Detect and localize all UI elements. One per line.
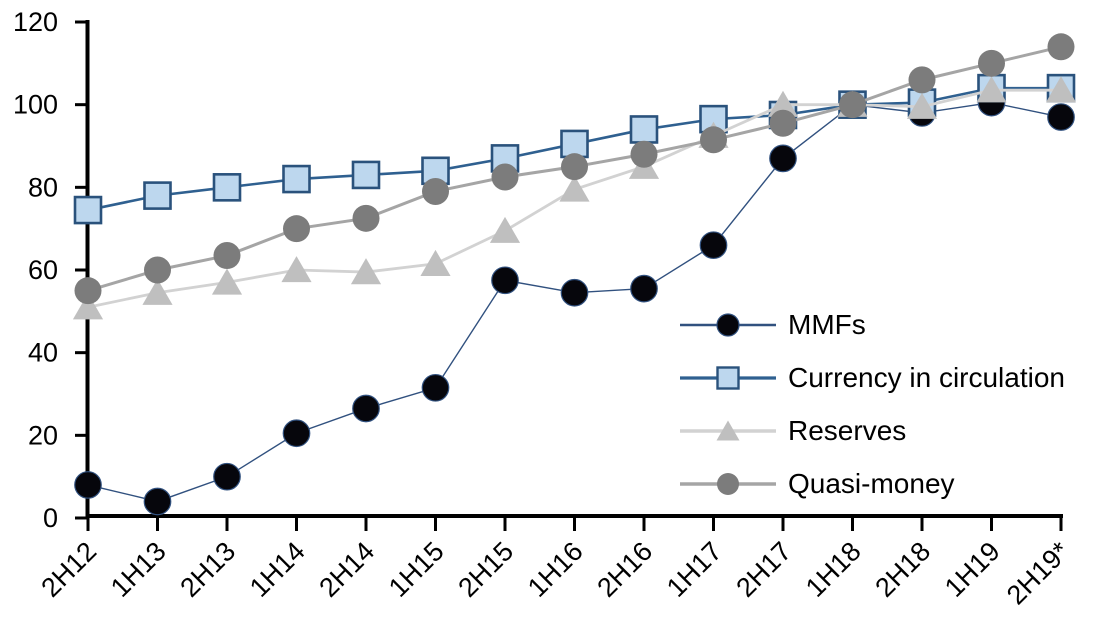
svg-text:2H12: 2H12 [35, 536, 102, 603]
svg-text:0: 0 [43, 503, 58, 533]
svg-text:100: 100 [13, 90, 58, 120]
mmfs-legend-marker-icon [680, 312, 776, 337]
svg-text:1H15: 1H15 [383, 536, 450, 603]
quasi-money-legend-marker-icon [680, 472, 776, 495]
svg-text:2H16: 2H16 [591, 536, 658, 603]
svg-text:1H16: 1H16 [522, 536, 589, 603]
currency-legend-marker-icon [680, 365, 776, 390]
svg-text:20: 20 [28, 420, 58, 450]
svg-text:2H17: 2H17 [730, 536, 797, 603]
legend-item-quasi-money: Quasi-money [678, 457, 1065, 510]
legend-item-mmfs: MMFs [678, 298, 1065, 351]
svg-text:2H14: 2H14 [313, 536, 380, 603]
svg-text:120: 120 [13, 7, 58, 37]
legend-label-reserves: Reserves [788, 414, 907, 446]
legend-label-quasi-money: Quasi-money [788, 467, 955, 499]
svg-text:1H17: 1H17 [661, 536, 728, 603]
svg-text:1H18: 1H18 [800, 536, 867, 603]
legend-item-reserves: Reserves [678, 404, 1065, 457]
legend-label-currency-in-circulation: Currency in circulation [788, 361, 1065, 393]
svg-text:1H19: 1H19 [939, 536, 1006, 603]
svg-text:2H15: 2H15 [452, 536, 519, 603]
svg-text:1H13: 1H13 [105, 536, 172, 603]
legend: MMFs Currency in circulation Reserves Qu… [678, 298, 1065, 510]
svg-text:2H18: 2H18 [869, 536, 936, 603]
svg-text:40: 40 [28, 338, 58, 368]
svg-text:2H19*: 2H19* [1001, 536, 1076, 611]
reserves-legend-marker-icon [680, 420, 776, 440]
svg-text:80: 80 [28, 172, 58, 202]
legend-item-currency-in-circulation: Currency in circulation [678, 351, 1065, 404]
svg-text:60: 60 [28, 255, 58, 285]
svg-text:1H14: 1H14 [244, 536, 311, 603]
legend-label-mmfs: MMFs [788, 308, 866, 340]
svg-text:2H13: 2H13 [174, 536, 241, 603]
